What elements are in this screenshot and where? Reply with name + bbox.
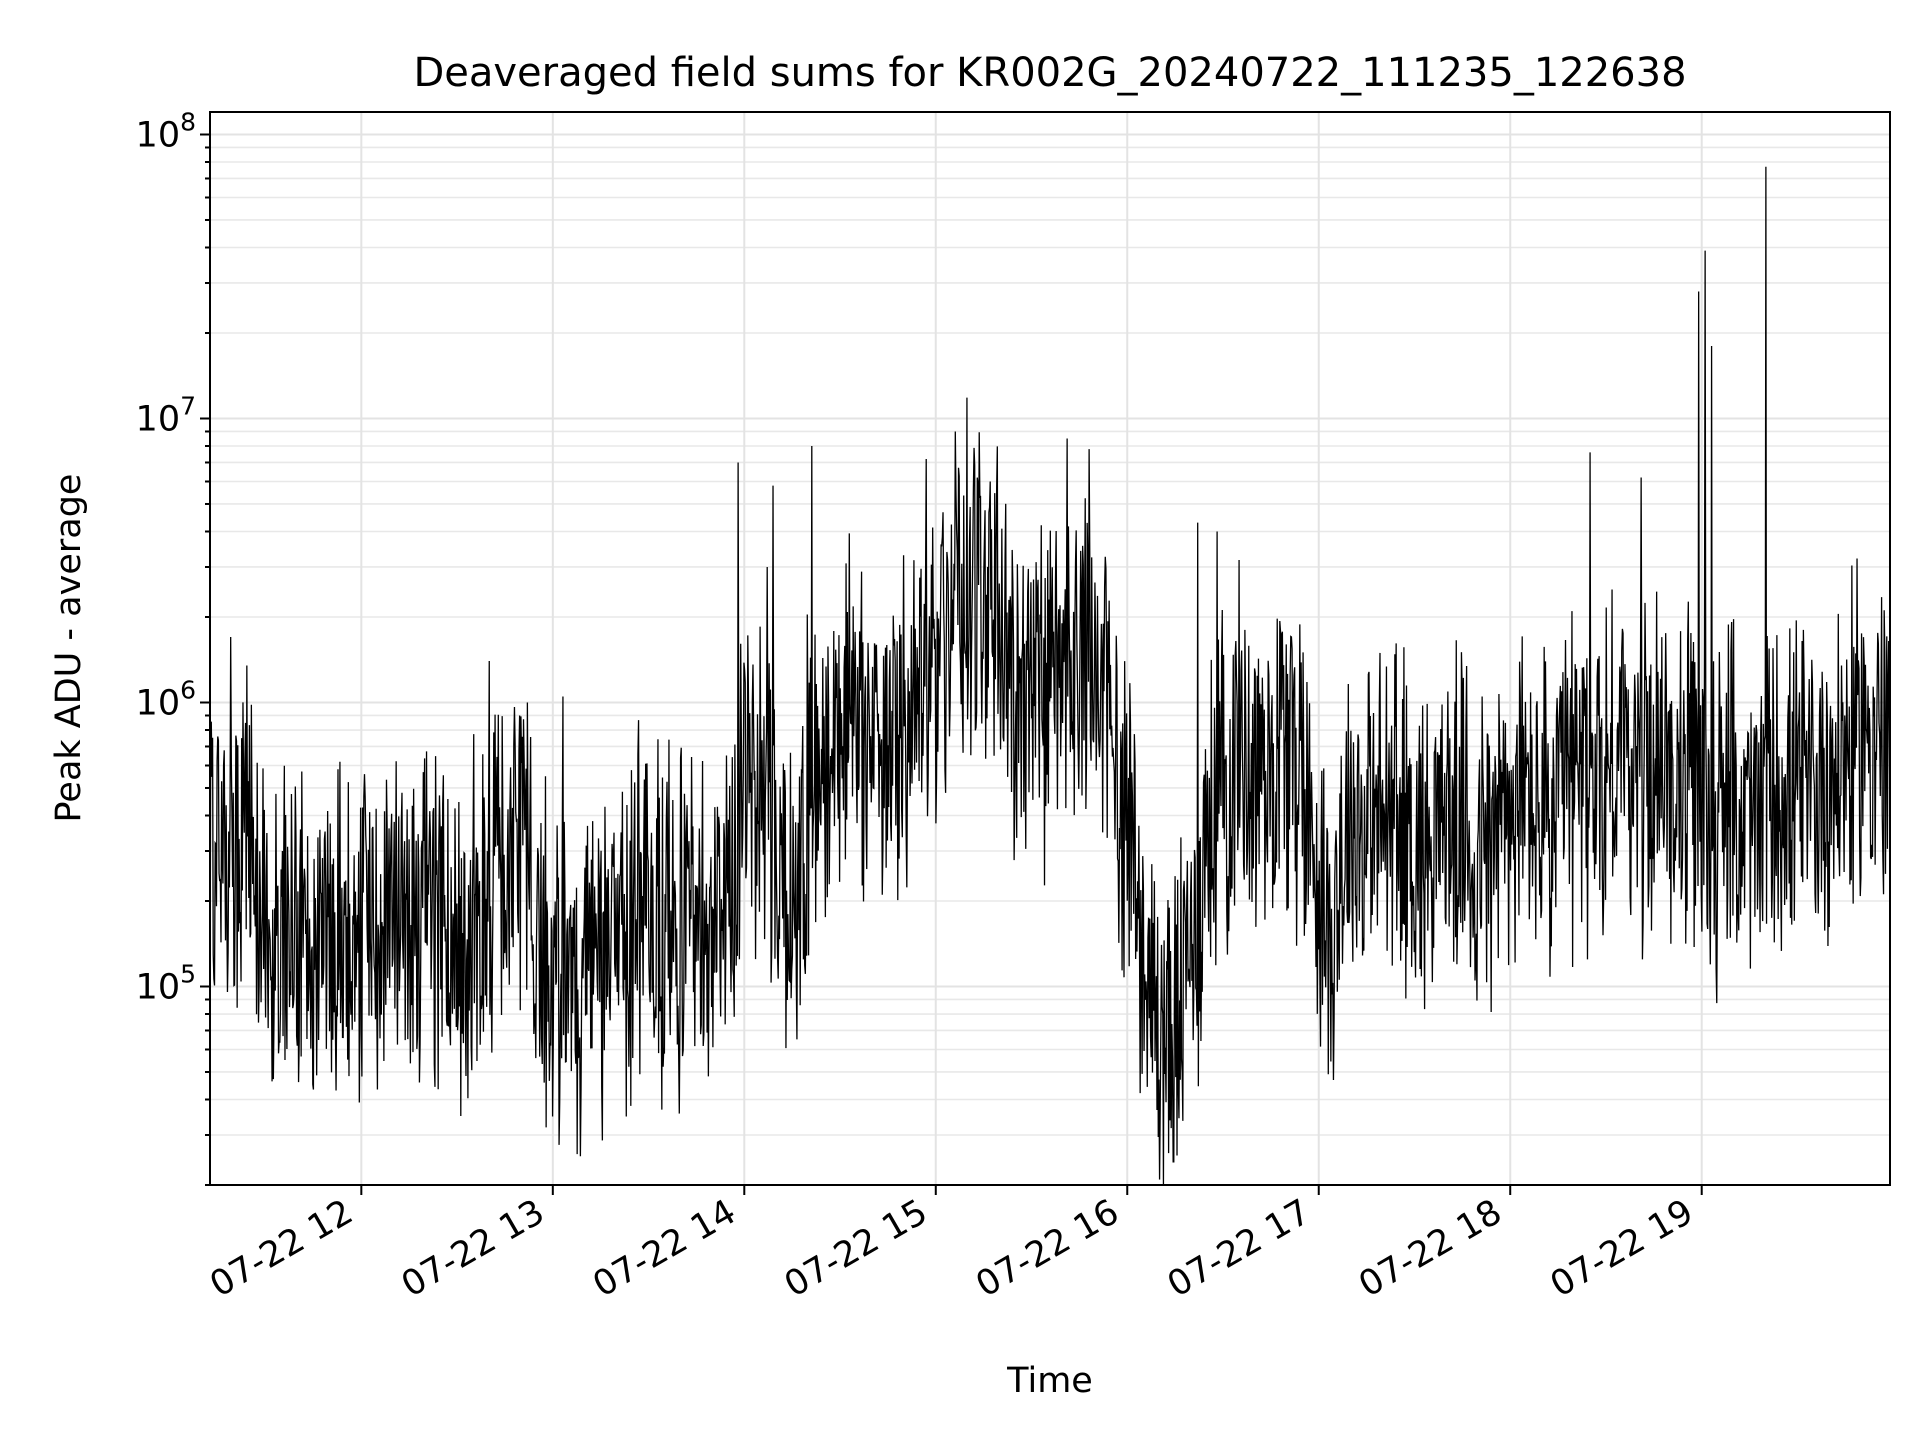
x-tick-label: 07-22 17 <box>1161 1192 1317 1305</box>
x-tick-label: 07-22 16 <box>969 1192 1125 1305</box>
x-tick-label: 07-22 13 <box>395 1192 551 1305</box>
x-axis-label: Time <box>1006 1361 1093 1401</box>
x-tick-label: 07-22 14 <box>587 1192 743 1305</box>
y-tick-label: 105 <box>136 959 196 1007</box>
y-axis-label: Peak ADU - average <box>49 474 89 823</box>
y-tick-label: 106 <box>136 675 196 723</box>
y-tick-label: 107 <box>136 391 196 439</box>
x-tick-label: 07-22 19 <box>1544 1192 1700 1305</box>
x-tick-label: 07-22 18 <box>1352 1192 1508 1305</box>
chart-title: Deaveraged field sums for KR002G_2024072… <box>413 50 1686 96</box>
x-tick-label: 07-22 12 <box>204 1192 360 1305</box>
y-tick-label: 108 <box>136 107 196 155</box>
plot-frame <box>209 111 1891 1186</box>
series-line <box>209 166 1891 1186</box>
x-tick-label: 07-22 15 <box>778 1192 934 1305</box>
